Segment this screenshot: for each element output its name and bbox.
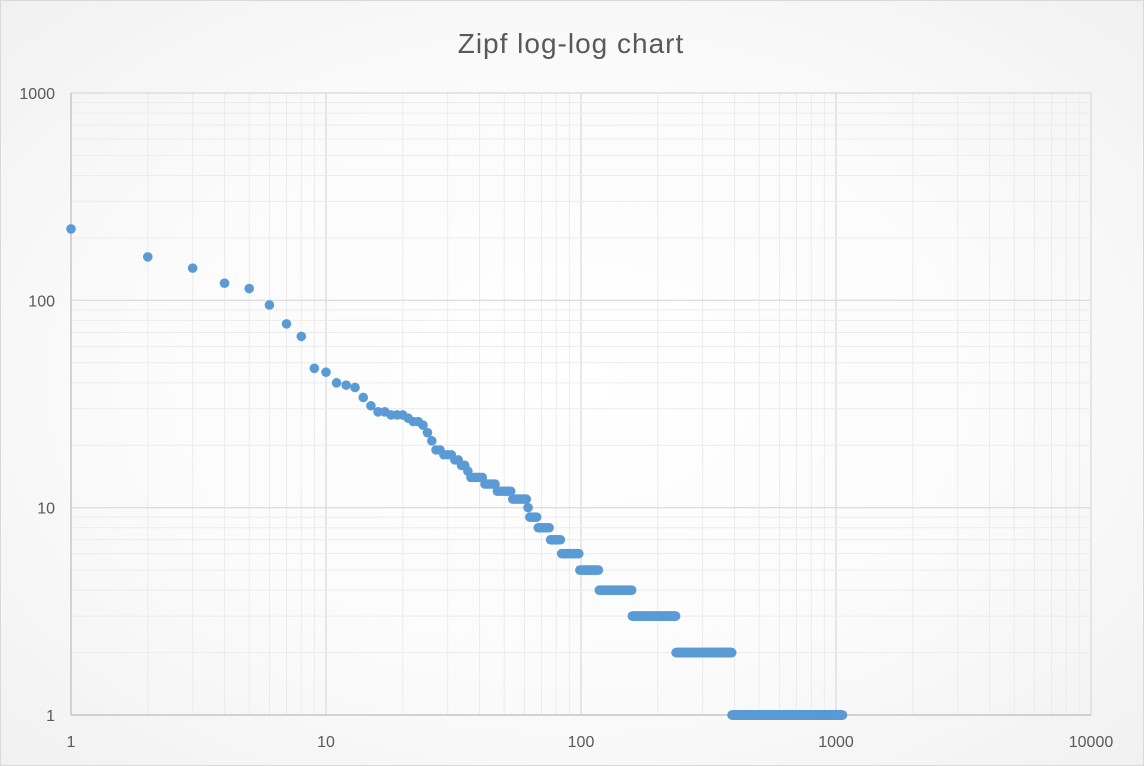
data-point: [142, 252, 153, 262]
data-point: [296, 331, 307, 342]
data-point: [427, 436, 437, 446]
data-point: [418, 420, 428, 430]
data-point: [422, 427, 433, 438]
data-point: [281, 319, 292, 329]
data-point: [187, 263, 198, 273]
x-tick-label: 10000: [1069, 734, 1114, 751]
gridlines: [70, 92, 1092, 716]
y-tick-label: 1: [46, 708, 55, 725]
x-tick-label: 100: [568, 734, 595, 751]
tick-labels: 1 10 100 1000 10000 1 10 100 1000: [19, 86, 1113, 751]
data-point: [573, 548, 584, 559]
data-point: [66, 224, 76, 234]
data-point: [670, 611, 681, 621]
x-tick-label: 1: [67, 734, 76, 751]
data-point: [341, 380, 351, 390]
x-tick-label: 10: [317, 734, 335, 751]
plot-area: 1 10 100 1000 10000 1 10 100 1000: [19, 86, 1113, 751]
data-point: [544, 522, 554, 533]
data-point: [555, 534, 566, 545]
data-point: [358, 392, 369, 403]
data-point: [244, 283, 255, 294]
x-tick-label: 1000: [818, 734, 854, 751]
y-tick-label: 10: [37, 501, 55, 518]
data-point: [521, 494, 532, 504]
data-point: [523, 502, 533, 513]
data-point: [309, 363, 320, 374]
data-point: [331, 378, 342, 388]
data-series: [66, 224, 848, 720]
data-point: [264, 300, 275, 310]
data-point: [505, 486, 516, 497]
data-point: [531, 512, 542, 522]
data-point: [593, 565, 604, 575]
axes: [70, 93, 1091, 716]
data-point: [350, 382, 360, 393]
data-point: [219, 278, 230, 288]
y-tick-label: 100: [28, 293, 55, 310]
y-tick-label: 1000: [19, 86, 55, 103]
data-point: [366, 400, 376, 411]
data-point: [626, 585, 637, 595]
data-point: [321, 367, 331, 378]
data-point: [373, 406, 383, 417]
data-point: [726, 647, 737, 658]
data-point: [490, 479, 500, 489]
chart-title: Zipf log-log chart: [458, 28, 685, 59]
data-point: [837, 710, 848, 720]
